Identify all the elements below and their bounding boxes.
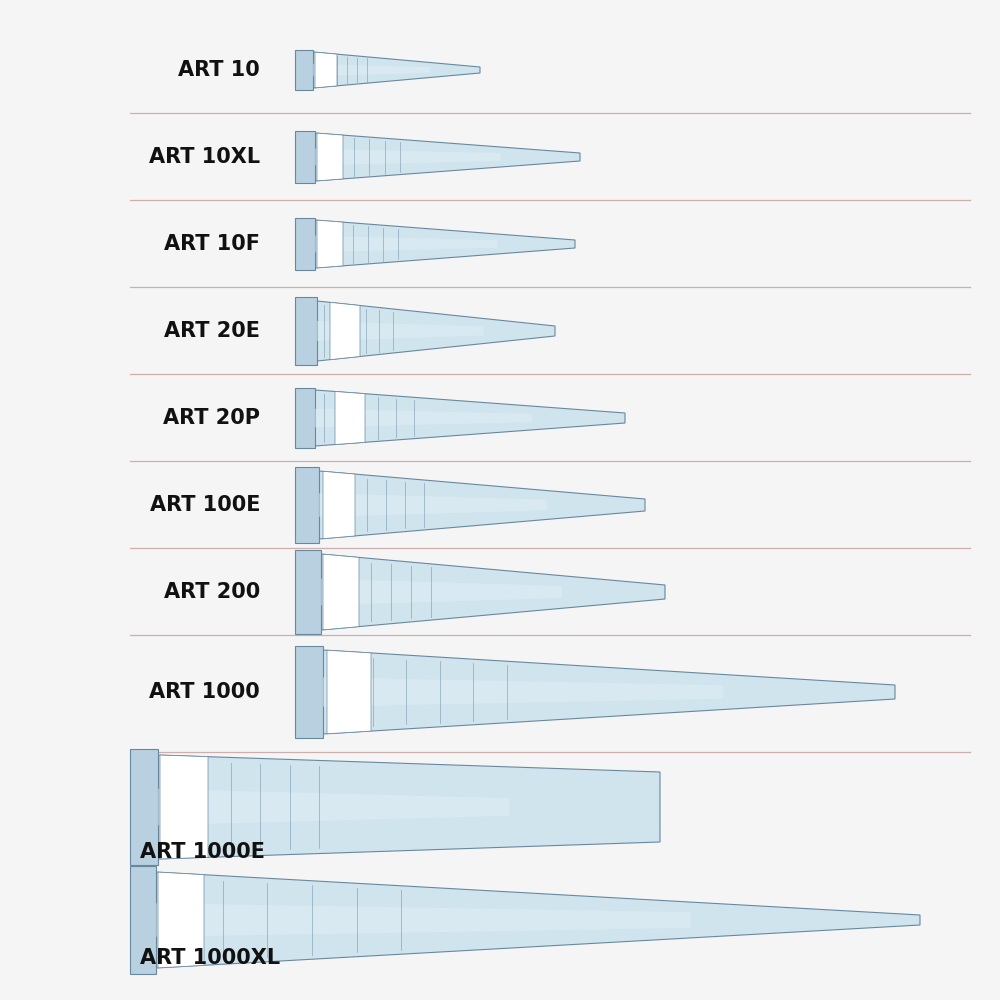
Polygon shape [295,218,315,270]
Text: ART 10: ART 10 [178,60,260,80]
Polygon shape [295,131,315,183]
Text: ART 1000XL: ART 1000XL [140,948,280,968]
Polygon shape [130,866,156,974]
Polygon shape [313,52,480,88]
Polygon shape [317,133,343,181]
Polygon shape [330,302,360,360]
Polygon shape [335,391,365,445]
Polygon shape [315,220,575,268]
Polygon shape [315,149,500,165]
Polygon shape [323,650,895,734]
Polygon shape [160,755,208,859]
Polygon shape [315,236,497,252]
Polygon shape [295,50,313,90]
Polygon shape [295,467,319,543]
Polygon shape [327,650,371,734]
Text: ART 1000: ART 1000 [149,682,260,702]
Polygon shape [158,755,660,859]
Polygon shape [315,390,625,446]
Polygon shape [158,872,204,968]
Text: ART 100E: ART 100E [150,495,260,515]
Text: ART 200: ART 200 [164,582,260,602]
Polygon shape [317,220,343,268]
Polygon shape [313,64,430,76]
Polygon shape [315,409,532,427]
Polygon shape [295,297,317,365]
Polygon shape [156,872,920,968]
Polygon shape [315,133,580,181]
Polygon shape [321,554,665,630]
Text: ART 10F: ART 10F [164,234,260,254]
Polygon shape [317,301,555,361]
Polygon shape [295,550,321,634]
Polygon shape [315,52,337,88]
Polygon shape [130,749,158,865]
Text: ART 20E: ART 20E [164,321,260,341]
Polygon shape [295,388,315,448]
Polygon shape [323,554,359,630]
Polygon shape [323,471,355,539]
Polygon shape [319,471,645,539]
Polygon shape [323,677,723,707]
Text: ART 10XL: ART 10XL [149,147,260,167]
Text: ART 20P: ART 20P [163,408,260,428]
Polygon shape [158,789,509,825]
Text: ART 1000E: ART 1000E [140,842,265,862]
Polygon shape [321,579,562,605]
Polygon shape [317,321,484,341]
Polygon shape [295,646,323,738]
Polygon shape [156,903,691,937]
Polygon shape [319,493,547,517]
